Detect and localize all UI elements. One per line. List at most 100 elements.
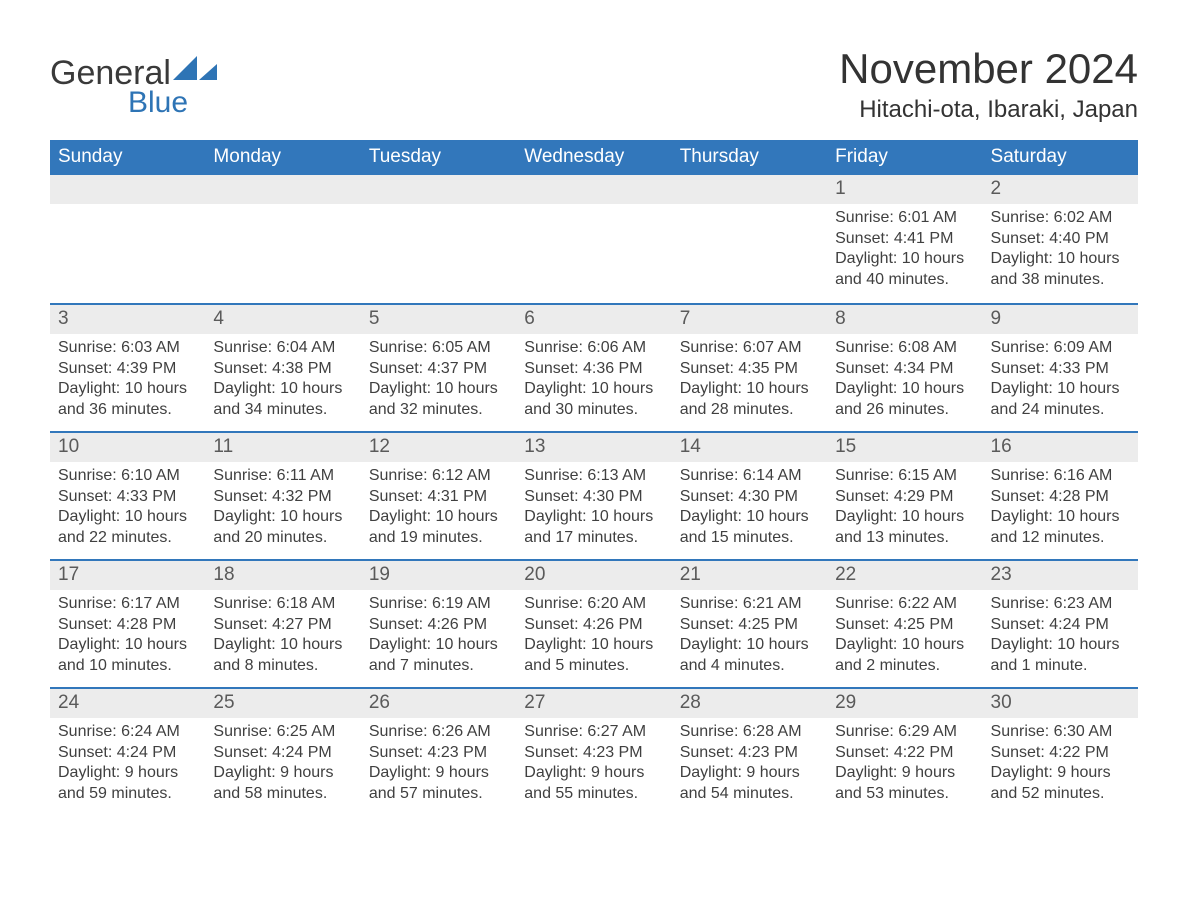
day-number: 1 [827, 175, 982, 204]
day-number: 17 [50, 559, 205, 590]
day-number: 11 [205, 431, 360, 462]
day-details: Sunrise: 6:02 AMSunset: 4:40 PMDaylight:… [989, 208, 1132, 290]
day-number: 6 [516, 303, 671, 334]
brand-sub: Blue [128, 88, 217, 118]
day-number: 21 [672, 559, 827, 590]
day-details: Sunrise: 6:21 AMSunset: 4:25 PMDaylight:… [678, 594, 821, 676]
day-details: Sunrise: 6:15 AMSunset: 4:29 PMDaylight:… [833, 466, 976, 548]
sunrise-line: Sunrise: 6:22 AM [835, 594, 974, 614]
daylight-line: Daylight: 10 hours and 19 minutes. [369, 507, 508, 548]
day-cell: 8Sunrise: 6:08 AMSunset: 4:34 PMDaylight… [827, 303, 982, 431]
daylight-line: Daylight: 10 hours and 24 minutes. [991, 379, 1130, 420]
sunset-line: Sunset: 4:23 PM [369, 743, 508, 763]
sunset-line: Sunset: 4:24 PM [58, 743, 197, 763]
day-cell [205, 175, 360, 303]
sunset-line: Sunset: 4:28 PM [991, 487, 1130, 507]
sunrise-line: Sunrise: 6:02 AM [991, 208, 1130, 228]
sunset-line: Sunset: 4:26 PM [524, 615, 663, 635]
sunset-line: Sunset: 4:25 PM [680, 615, 819, 635]
day-number: 22 [827, 559, 982, 590]
weekday-header: Tuesday [361, 140, 516, 175]
day-details: Sunrise: 6:25 AMSunset: 4:24 PMDaylight:… [211, 722, 354, 804]
day-cell: 28Sunrise: 6:28 AMSunset: 4:23 PMDayligh… [672, 687, 827, 815]
day-details: Sunrise: 6:04 AMSunset: 4:38 PMDaylight:… [211, 338, 354, 420]
sunset-line: Sunset: 4:32 PM [213, 487, 352, 507]
sunset-line: Sunset: 4:30 PM [680, 487, 819, 507]
day-number: 24 [50, 687, 205, 718]
sunrise-line: Sunrise: 6:07 AM [680, 338, 819, 358]
day-details: Sunrise: 6:27 AMSunset: 4:23 PMDaylight:… [522, 722, 665, 804]
daylight-line: Daylight: 10 hours and 32 minutes. [369, 379, 508, 420]
sunset-line: Sunset: 4:38 PM [213, 359, 352, 379]
day-cell: 23Sunrise: 6:23 AMSunset: 4:24 PMDayligh… [983, 559, 1138, 687]
day-number: 26 [361, 687, 516, 718]
day-number: 12 [361, 431, 516, 462]
sunrise-line: Sunrise: 6:24 AM [58, 722, 197, 742]
day-number [516, 175, 671, 204]
week-row: 1Sunrise: 6:01 AMSunset: 4:41 PMDaylight… [50, 175, 1138, 303]
day-number: 20 [516, 559, 671, 590]
day-number: 16 [983, 431, 1138, 462]
daylight-line: Daylight: 10 hours and 34 minutes. [213, 379, 352, 420]
day-details: Sunrise: 6:16 AMSunset: 4:28 PMDaylight:… [989, 466, 1132, 548]
sunset-line: Sunset: 4:31 PM [369, 487, 508, 507]
daylight-line: Daylight: 10 hours and 8 minutes. [213, 635, 352, 676]
daylight-line: Daylight: 10 hours and 30 minutes. [524, 379, 663, 420]
day-cell: 9 Sunrise: 6:09 AMSunset: 4:33 PMDaylight… [983, 303, 1138, 431]
sunset-line: Sunset: 4:25 PM [835, 615, 974, 635]
day-details: Sunrise: 6:19 AMSunset: 4:26 PMDaylight:… [367, 594, 510, 676]
sunrise-line: Sunrise: 6:20 AM [524, 594, 663, 614]
day-cell: 1Sunrise: 6:01 AMSunset: 4:41 PMDaylight… [827, 175, 982, 303]
day-number: 8 [827, 303, 982, 334]
day-number: 5 [361, 303, 516, 334]
day-cell: 21 Sunrise: 6:21 AMSunset: 4:25 PMDayligh… [672, 559, 827, 687]
day-cell: 4Sunrise: 6:04 AMSunset: 4:38 PMDaylight… [205, 303, 360, 431]
sunrise-line: Sunrise: 6:30 AM [991, 722, 1130, 742]
sunset-line: Sunset: 4:34 PM [835, 359, 974, 379]
daylight-line: Daylight: 9 hours and 58 minutes. [213, 763, 352, 804]
day-details: Sunrise: 6:06 AMSunset: 4:36 PMDaylight:… [522, 338, 665, 420]
daylight-line: Daylight: 10 hours and 1 minute. [991, 635, 1130, 676]
day-cell: 30Sunrise: 6:30 AMSunset: 4:22 PMDayligh… [983, 687, 1138, 815]
day-details: Sunrise: 6:09 AMSunset: 4:33 PMDaylight:… [989, 338, 1132, 420]
daylight-line: Daylight: 10 hours and 12 minutes. [991, 507, 1130, 548]
weeks-container: 1Sunrise: 6:01 AMSunset: 4:41 PMDaylight… [50, 175, 1138, 815]
day-number: 7 [672, 303, 827, 334]
day-details: Sunrise: 6:28 AMSunset: 4:23 PMDaylight:… [678, 722, 821, 804]
weekday-header-row: Sunday Monday Tuesday Wednesday Thursday… [50, 140, 1138, 175]
day-cell: 3Sunrise: 6:03 AMSunset: 4:39 PMDaylight… [50, 303, 205, 431]
week-row: 17Sunrise: 6:17 AMSunset: 4:28 PMDayligh… [50, 559, 1138, 687]
week-row: 24Sunrise: 6:24 AMSunset: 4:24 PMDayligh… [50, 687, 1138, 815]
day-cell: 6 Sunrise: 6:06 AMSunset: 4:36 PMDaylight… [516, 303, 671, 431]
day-number: 10 [50, 431, 205, 462]
day-cell: 16 Sunrise: 6:16 AMSunset: 4:28 PMDayligh… [983, 431, 1138, 559]
sunset-line: Sunset: 4:29 PM [835, 487, 974, 507]
sunrise-line: Sunrise: 6:09 AM [991, 338, 1130, 358]
sunrise-line: Sunrise: 6:05 AM [369, 338, 508, 358]
daylight-line: Daylight: 10 hours and 2 minutes. [835, 635, 974, 676]
day-details: Sunrise: 6:24 AMSunset: 4:24 PMDaylight:… [56, 722, 199, 804]
day-number: 2 [983, 175, 1138, 204]
day-cell: 22 Sunrise: 6:22 AMSunset: 4:25 PMDayligh… [827, 559, 982, 687]
day-cell: 15Sunrise: 6:15 AMSunset: 4:29 PMDayligh… [827, 431, 982, 559]
day-details: Sunrise: 6:20 AMSunset: 4:26 PMDaylight:… [522, 594, 665, 676]
sunset-line: Sunset: 4:37 PM [369, 359, 508, 379]
location-label: Hitachi-ota, Ibaraki, Japan [839, 96, 1138, 124]
daylight-line: Daylight: 10 hours and 15 minutes. [680, 507, 819, 548]
day-details: Sunrise: 6:29 AMSunset: 4:22 PMDaylight:… [833, 722, 976, 804]
sunrise-line: Sunrise: 6:28 AM [680, 722, 819, 742]
sunrise-line: Sunrise: 6:13 AM [524, 466, 663, 486]
day-details: Sunrise: 6:12 AMSunset: 4:31 PMDaylight:… [367, 466, 510, 548]
sunset-line: Sunset: 4:35 PM [680, 359, 819, 379]
day-cell: 26Sunrise: 6:26 AMSunset: 4:23 PMDayligh… [361, 687, 516, 815]
daylight-line: Daylight: 10 hours and 4 minutes. [680, 635, 819, 676]
sail-icon [173, 56, 217, 89]
day-number [672, 175, 827, 204]
daylight-line: Daylight: 10 hours and 7 minutes. [369, 635, 508, 676]
sunset-line: Sunset: 4:41 PM [835, 229, 974, 249]
day-number: 29 [827, 687, 982, 718]
day-cell [361, 175, 516, 303]
day-number: 9 [983, 303, 1138, 334]
sunset-line: Sunset: 4:40 PM [991, 229, 1130, 249]
sunrise-line: Sunrise: 6:06 AM [524, 338, 663, 358]
